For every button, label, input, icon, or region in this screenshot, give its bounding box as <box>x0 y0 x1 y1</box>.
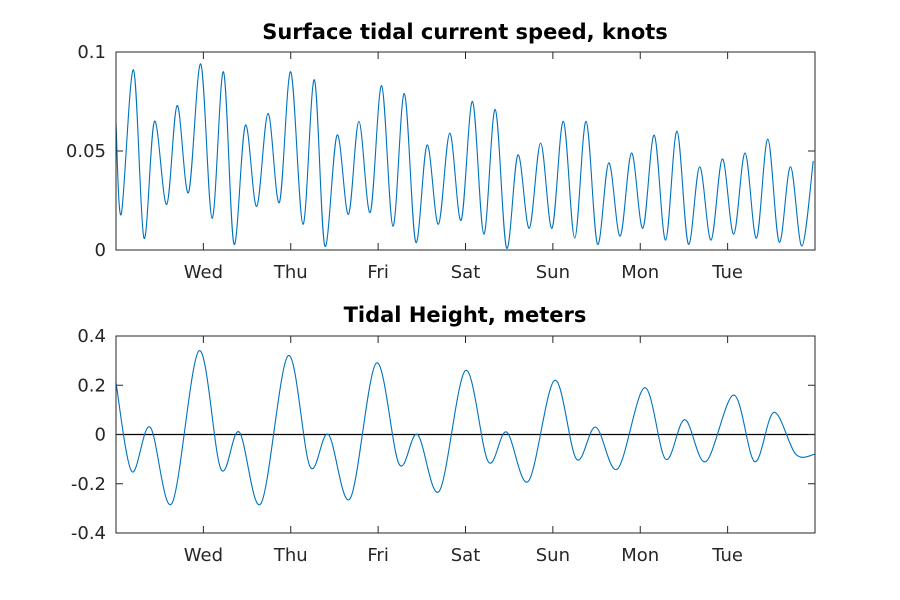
tidal-height-y-tick-label: 0.2 <box>77 375 106 396</box>
tidal-height-x-tick-label: Tue <box>711 545 743 566</box>
current-speed-plot-area <box>115 51 816 251</box>
current-speed-axes-frame <box>115 51 816 251</box>
tidal-height-y-tick-label: -0.4 <box>71 523 106 544</box>
current-speed-x-tick-label: Sat <box>451 262 481 283</box>
tidal-height-x-tick-label: Fri <box>367 545 388 566</box>
current-speed-series-line <box>116 63 814 249</box>
tidal-height-x-tick-label: Wed <box>184 545 223 566</box>
tidal-height-x-tick-label: Sat <box>451 545 481 566</box>
current-speed-x-tick-label: Mon <box>621 262 659 283</box>
tidal-height-x-tick-label: Thu <box>273 545 308 566</box>
current-speed-y-tick-label: 0 <box>95 240 106 261</box>
tidal-height-axes-frame <box>115 335 816 534</box>
tidal-height-x-tick-label: Mon <box>621 545 659 566</box>
current-speed-x-tick-label: Fri <box>367 262 388 283</box>
tidal-height-y-tick-label: 0 <box>95 425 106 446</box>
current-speed-x-tick-label: Wed <box>184 262 223 283</box>
tidal-height-title: Tidal Height, meters <box>344 303 587 327</box>
current-speed-y-tick-label: 0.05 <box>66 141 106 162</box>
current-speed-chart: Surface tidal current speed, knots 0 0.05… <box>66 20 816 283</box>
current-speed-x-tick-label: Tue <box>711 262 743 283</box>
tidal-height-x-tick-label: Sun <box>536 545 570 566</box>
tidal-height-y-tick-label: -0.2 <box>71 474 106 495</box>
tidal-height-y-tick-label: 0.4 <box>77 326 106 347</box>
current-speed-title: Surface tidal current speed, knots <box>262 20 668 44</box>
tidal-height-chart: Tidal Height, meters -0.4 -0.2 0 0.2 0.4 Wed T… <box>71 303 816 566</box>
current-speed-x-tick-label: Sun <box>536 262 570 283</box>
tidal-height-series-line <box>116 350 815 506</box>
current-speed-x-tick-label: Thu <box>273 262 308 283</box>
current-speed-y-tick-label: 0.1 <box>77 42 106 63</box>
